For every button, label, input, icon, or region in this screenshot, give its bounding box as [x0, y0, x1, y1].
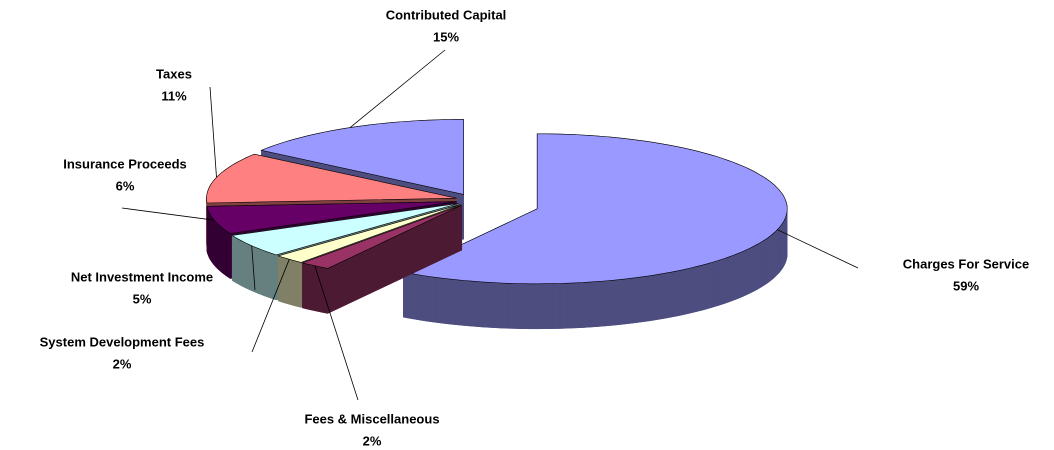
slice-value-label: 6% [116, 178, 135, 193]
slice-label: Contributed Capital [386, 7, 507, 22]
leader-line [314, 265, 359, 401]
slice-label: Charges For Service [903, 256, 1029, 271]
slice-value-label: 59% [953, 278, 979, 293]
leader-line [121, 207, 215, 221]
slice-value-label: 11% [161, 88, 187, 103]
slice [206, 201, 457, 234]
slice-value-label: 2% [363, 433, 382, 448]
slice [277, 204, 461, 263]
slice [301, 204, 462, 269]
leader-line [209, 86, 217, 178]
leader-line [777, 229, 859, 269]
slice-label: Taxes [156, 66, 192, 81]
slice-label: System Development Fees [40, 334, 205, 349]
slice-value-label: 15% [433, 29, 459, 44]
slice-value-label: 2% [113, 356, 132, 371]
slice-label: Net Investment Income [71, 269, 213, 284]
slice-value-label: 5% [133, 291, 152, 306]
leader-line [251, 259, 290, 353]
leader-line [349, 49, 446, 128]
slice-label: Insurance Proceeds [63, 156, 187, 171]
slice-label: Fees & Miscellaneous [304, 411, 439, 426]
leader-line [251, 245, 256, 291]
